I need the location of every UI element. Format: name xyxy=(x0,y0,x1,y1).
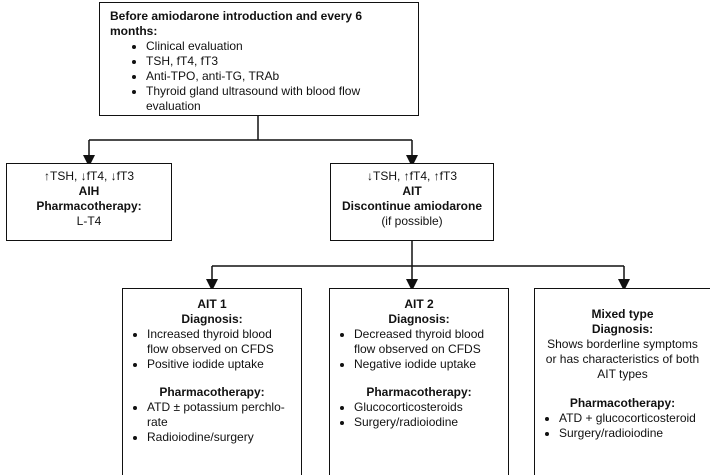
monitoring-item: TSH, fT4, fT3 xyxy=(146,54,408,69)
aih-pharm: L-T4 xyxy=(76,214,102,228)
mixed-pharm-list: ATD + glucocorticosteroid Surgery/radioi… xyxy=(543,411,702,441)
mixed-diag-text: Shows borderline symptoms or has charact… xyxy=(545,337,700,381)
ait1-box: AIT 1 Diagnosis: Increased thyroid blood… xyxy=(122,288,302,475)
aih-box: ↑TSH, ↓fT4, ↓fT3 AIH Pharmacotherapy: L-… xyxy=(6,163,172,241)
monitoring-list: Clinical evaluation TSH, fT4, fT3 Anti-T… xyxy=(136,39,408,114)
ait2-diag-list: Decreased thyroid blood flow observed on… xyxy=(338,327,500,372)
mixed-box: Mixed type Diagnosis: Shows borderline s… xyxy=(534,288,710,475)
monitoring-item: Clinical evaluation xyxy=(146,39,408,54)
ait2-diag-item: Decreased thyroid blood flow observed on… xyxy=(354,327,500,357)
ait1-pharm-item: ATD ± potassium perchlo-rate xyxy=(147,400,293,430)
mixed-pharm-item: Surgery/radioiodine xyxy=(559,426,702,441)
mixed-pharm-item: ATD + glucocorticosteroid xyxy=(559,411,702,426)
aih-title: AIH xyxy=(78,184,100,198)
ait-action: Discontinue amiodarone xyxy=(341,199,483,213)
ait2-pharm-item: Glucocorticosteroids xyxy=(354,400,500,415)
ait-title: AIT xyxy=(402,184,422,198)
ait1-diag-title: Diagnosis: xyxy=(181,312,243,326)
mixed-title: Mixed type xyxy=(591,307,654,321)
mixed-diag-title: Diagnosis: xyxy=(591,322,654,336)
monitoring-item: Thyroid gland ultrasound with blood flow… xyxy=(146,84,366,114)
monitoring-title: Before amiodarone introduction and every… xyxy=(110,9,363,38)
ait2-title: AIT 2 xyxy=(404,297,434,311)
aih-pharm-title: Pharmacotherapy: xyxy=(36,199,142,213)
aih-labs: ↑TSH, ↓fT4, ↓fT3 xyxy=(43,169,134,183)
ait1-diag-item: Increased thyroid blood flow observed on… xyxy=(147,327,293,357)
ait1-pharm-title: Pharmacotherapy: xyxy=(159,385,265,399)
mixed-pharm-title: Pharmacotherapy: xyxy=(569,396,676,410)
ait2-pharm-title: Pharmacotherapy: xyxy=(366,385,472,399)
ait2-pharm-list: Glucocorticosteroids Surgery/radioiodine xyxy=(338,400,500,430)
ait2-diag-title: Diagnosis: xyxy=(388,312,450,326)
ait-labs: ↓TSH, ↑fT4, ↑fT3 xyxy=(366,169,457,183)
ait-box: ↓TSH, ↑fT4, ↑fT3 AIT Discontinue amiodar… xyxy=(330,163,494,241)
ait2-pharm-item: Surgery/radioiodine xyxy=(354,415,500,430)
ait1-title: AIT 1 xyxy=(197,297,227,311)
ait1-pharm-list: ATD ± potassium perchlo-rate Radioiodine… xyxy=(131,400,293,445)
ait2-diag-item: Negative iodide uptake xyxy=(354,357,500,372)
ait1-diag-list: Increased thyroid blood flow observed on… xyxy=(131,327,293,372)
ait2-box: AIT 2 Diagnosis: Decreased thyroid blood… xyxy=(329,288,509,475)
ait1-pharm-item: Radioiodine/surgery xyxy=(147,430,293,445)
monitoring-box: Before amiodarone introduction and every… xyxy=(99,2,419,116)
ait-note: (if possible) xyxy=(381,214,443,228)
monitoring-item: Anti-TPO, anti-TG, TRAb xyxy=(146,69,408,84)
ait1-diag-item: Positive iodide uptake xyxy=(147,357,293,372)
